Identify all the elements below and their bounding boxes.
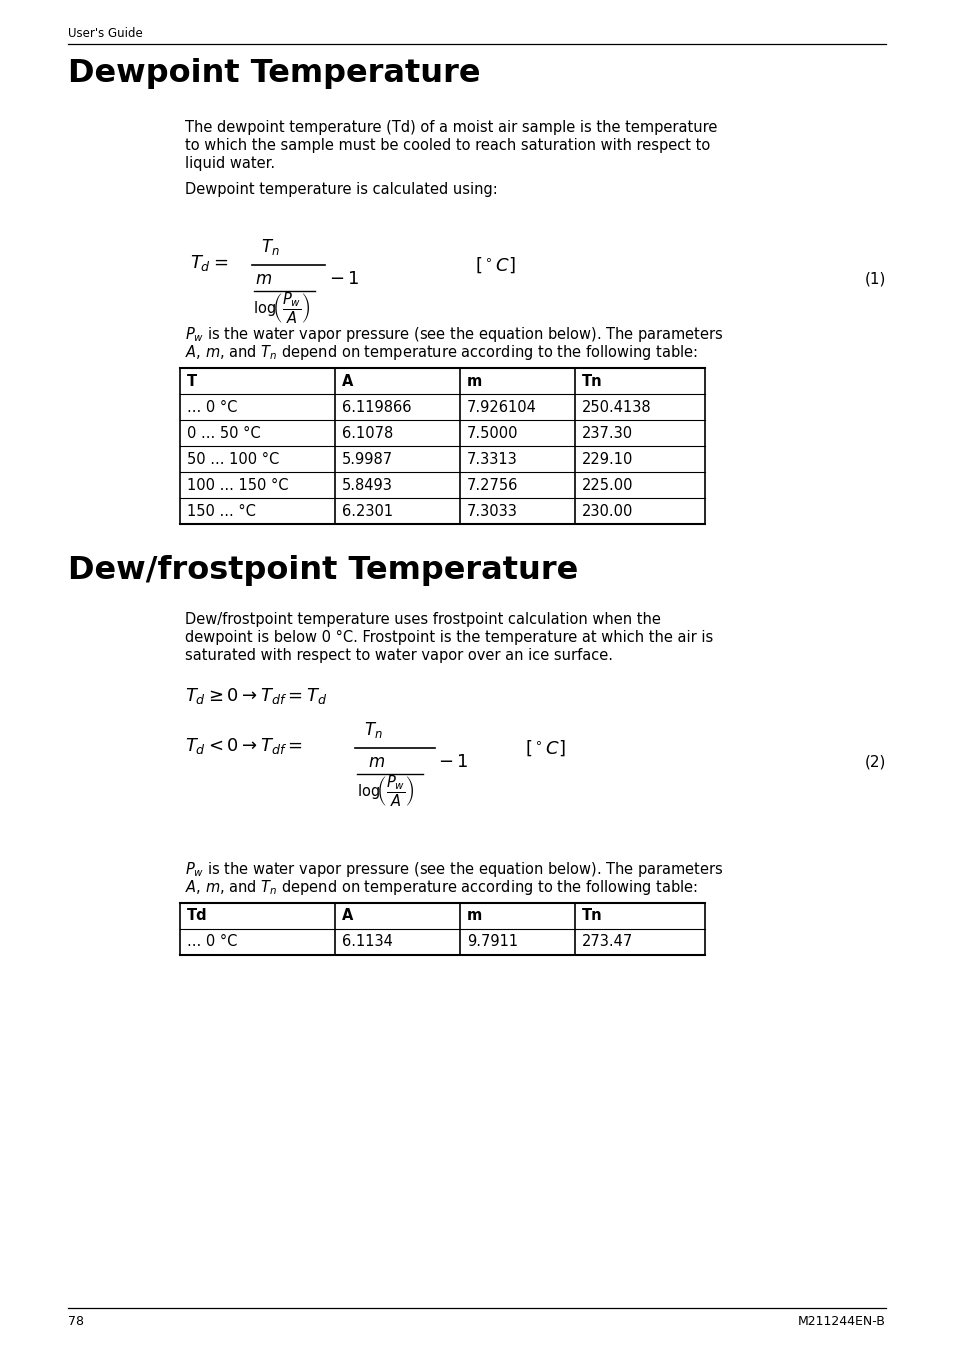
Text: (1): (1) — [863, 271, 885, 286]
Text: $\mathrm{log}\!\left(\dfrac{P_w}{A}\right)$: $\mathrm{log}\!\left(\dfrac{P_w}{A}\righ… — [253, 290, 311, 325]
Text: dewpoint is below 0 °C. Frostpoint is the temperature at which the air is: dewpoint is below 0 °C. Frostpoint is th… — [185, 630, 713, 645]
Text: $P_w$ is the water vapor pressure (see the equation below). The parameters: $P_w$ is the water vapor pressure (see t… — [185, 325, 723, 344]
Text: 229.10: 229.10 — [581, 451, 633, 467]
Text: 6.1134: 6.1134 — [341, 934, 393, 949]
Text: 5.9987: 5.9987 — [341, 451, 393, 467]
Text: Dewpoint Temperature: Dewpoint Temperature — [68, 58, 480, 89]
Text: m: m — [467, 909, 482, 923]
Text: $T_d =$: $T_d =$ — [190, 252, 228, 273]
Text: Tn: Tn — [581, 909, 602, 923]
Text: m: m — [467, 374, 482, 389]
Text: $T_n$: $T_n$ — [363, 720, 382, 740]
Text: 7.3313: 7.3313 — [467, 451, 517, 467]
Text: $[{^\circ}C]$: $[{^\circ}C]$ — [475, 255, 515, 275]
Text: 7.926104: 7.926104 — [467, 400, 537, 414]
Text: 6.119866: 6.119866 — [341, 400, 411, 414]
Text: 7.5000: 7.5000 — [467, 425, 518, 440]
Text: Dewpoint temperature is calculated using:: Dewpoint temperature is calculated using… — [185, 182, 497, 197]
Text: $P_w$ is the water vapor pressure (see the equation below). The parameters: $P_w$ is the water vapor pressure (see t… — [185, 860, 723, 879]
Text: 7.3033: 7.3033 — [467, 504, 517, 518]
Text: A: A — [341, 909, 353, 923]
Text: 100 ... 150 °C: 100 ... 150 °C — [187, 478, 288, 493]
Text: 6.1078: 6.1078 — [341, 425, 393, 440]
Text: Dew/frostpoint Temperature: Dew/frostpoint Temperature — [68, 555, 578, 586]
Text: 250.4138: 250.4138 — [581, 400, 651, 414]
Text: M211244EN-B: M211244EN-B — [798, 1315, 885, 1328]
Text: 0 ... 50 °C: 0 ... 50 °C — [187, 425, 260, 440]
Text: $-\,1$: $-\,1$ — [329, 270, 358, 288]
Text: Tn: Tn — [581, 374, 602, 389]
Text: $T_d < 0 \rightarrow T_{df} =$: $T_d < 0 \rightarrow T_{df} =$ — [185, 736, 302, 756]
Text: 7.2756: 7.2756 — [467, 478, 517, 493]
Text: $\mathrm{log}\!\left(\dfrac{P_w}{A}\right)$: $\mathrm{log}\!\left(\dfrac{P_w}{A}\righ… — [356, 774, 415, 809]
Text: $m$: $m$ — [255, 270, 273, 288]
Text: to which the sample must be cooled to reach saturation with respect to: to which the sample must be cooled to re… — [185, 138, 709, 153]
Text: $T_d \geq 0 \rightarrow T_{df} = T_d$: $T_d \geq 0 \rightarrow T_{df} = T_d$ — [185, 686, 327, 706]
Text: $A$, $m$, and $T_n$ depend on temperature according to the following table:: $A$, $m$, and $T_n$ depend on temperatur… — [185, 343, 698, 362]
Text: ... 0 °C: ... 0 °C — [187, 934, 237, 949]
Text: 273.47: 273.47 — [581, 934, 633, 949]
Text: 237.30: 237.30 — [581, 425, 633, 440]
Text: $T_n$: $T_n$ — [260, 238, 279, 256]
Text: 5.8493: 5.8493 — [341, 478, 393, 493]
Text: 225.00: 225.00 — [581, 478, 633, 493]
Text: 6.2301: 6.2301 — [341, 504, 393, 518]
Text: Td: Td — [187, 909, 208, 923]
Text: 78: 78 — [68, 1315, 84, 1328]
Text: $A$, $m$, and $T_n$ depend on temperature according to the following table:: $A$, $m$, and $T_n$ depend on temperatur… — [185, 878, 698, 896]
Text: $[{^\circ}C]$: $[{^\circ}C]$ — [524, 738, 565, 757]
Text: saturated with respect to water vapor over an ice surface.: saturated with respect to water vapor ov… — [185, 648, 613, 663]
Text: 230.00: 230.00 — [581, 504, 633, 518]
Text: Dew/frostpoint temperature uses frostpoint calculation when the: Dew/frostpoint temperature uses frostpoi… — [185, 612, 660, 626]
Text: 9.7911: 9.7911 — [467, 934, 517, 949]
Text: A: A — [341, 374, 353, 389]
Text: $-\,1$: $-\,1$ — [437, 753, 467, 771]
Text: User's Guide: User's Guide — [68, 27, 143, 40]
Text: (2): (2) — [863, 755, 885, 770]
Text: 50 ... 100 °C: 50 ... 100 °C — [187, 451, 279, 467]
Text: ... 0 °C: ... 0 °C — [187, 400, 237, 414]
Text: $m$: $m$ — [368, 753, 385, 771]
Text: T: T — [187, 374, 197, 389]
Text: liquid water.: liquid water. — [185, 157, 274, 171]
Text: 150 ... °C: 150 ... °C — [187, 504, 255, 518]
Text: The dewpoint temperature (Td) of a moist air sample is the temperature: The dewpoint temperature (Td) of a moist… — [185, 120, 717, 135]
